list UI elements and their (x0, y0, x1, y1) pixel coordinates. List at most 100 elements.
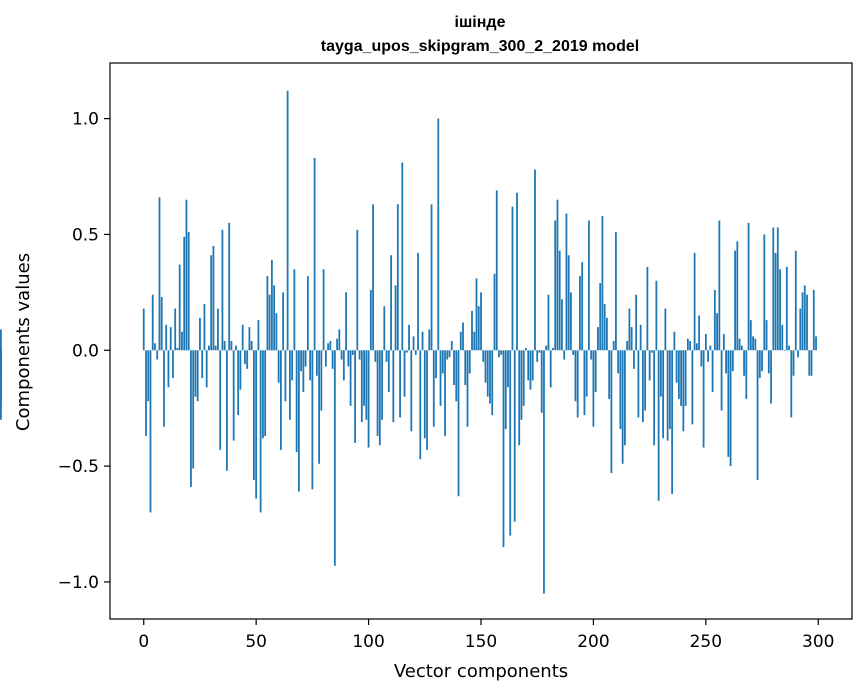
bar (491, 350, 494, 416)
bar (646, 266, 649, 351)
bar (149, 350, 152, 513)
bar (812, 290, 815, 351)
bar (196, 350, 199, 402)
bar (545, 345, 548, 351)
bar (556, 199, 559, 351)
bar (763, 234, 766, 351)
bar (758, 350, 761, 379)
bar (565, 213, 568, 351)
bar (446, 350, 449, 360)
bar (648, 350, 651, 381)
bar (608, 350, 611, 399)
bar (167, 350, 170, 388)
bar (430, 204, 433, 351)
bar (392, 350, 395, 423)
bar (689, 341, 692, 351)
bar (349, 350, 352, 406)
bar (410, 350, 413, 432)
bar (513, 350, 516, 522)
bar (324, 350, 327, 367)
bar (610, 350, 613, 474)
bar (624, 350, 626, 446)
bar (570, 292, 572, 351)
bar (246, 350, 249, 369)
x-axis: 0 50 100 150 200 250 300 (138, 619, 834, 652)
bar (192, 350, 195, 469)
bar (279, 350, 282, 450)
bar (691, 350, 694, 425)
bar (563, 350, 566, 360)
bar (421, 331, 424, 351)
bar (223, 341, 226, 351)
bar (554, 220, 557, 351)
chart-title: ішінде (455, 14, 506, 31)
bar (237, 350, 240, 416)
bar (576, 350, 579, 418)
bar (459, 331, 462, 351)
bar (304, 350, 307, 367)
bar (612, 341, 615, 351)
bar (284, 350, 287, 402)
bar (268, 294, 271, 351)
bar (783, 350, 786, 351)
bar (286, 90, 289, 351)
bar (437, 118, 440, 351)
x-tick-label: 200 (577, 632, 609, 652)
bar (549, 350, 552, 388)
bar (322, 269, 325, 351)
bar (219, 350, 222, 450)
bar (423, 350, 426, 439)
bar (147, 350, 150, 402)
bar (457, 350, 460, 497)
bar (662, 350, 665, 439)
bar (567, 255, 570, 351)
bar (579, 276, 581, 351)
bar (367, 350, 370, 448)
bar (374, 350, 377, 362)
bar (509, 350, 512, 536)
bar (342, 350, 345, 381)
bar (356, 229, 359, 351)
bar (199, 317, 201, 351)
bar (163, 350, 165, 427)
bar (174, 308, 177, 351)
bar (803, 285, 806, 351)
bar (293, 269, 296, 351)
bar (720, 350, 723, 411)
bar (351, 350, 354, 355)
bar (767, 350, 770, 374)
bar (405, 350, 408, 353)
bar (808, 350, 811, 376)
bar (396, 204, 399, 351)
y-axis: −1.0 −0.5 0.0 0.5 1.0 (58, 110, 110, 593)
bar (288, 350, 291, 420)
bar (668, 350, 671, 430)
bar (617, 350, 620, 374)
bar (626, 341, 629, 351)
bar (480, 292, 482, 351)
bar (522, 350, 525, 406)
bar (464, 350, 467, 386)
y-tick-label: 1.0 (72, 110, 99, 130)
bar (794, 250, 797, 351)
bar (486, 350, 489, 397)
bar (666, 350, 669, 441)
x-tick-label: 100 (352, 632, 384, 652)
bar (419, 350, 422, 460)
bar (327, 343, 329, 351)
bar (306, 276, 309, 351)
bar (500, 350, 503, 355)
bar (801, 292, 804, 351)
bar (655, 280, 658, 351)
bar (603, 303, 606, 351)
bar (230, 341, 233, 351)
bar (297, 350, 300, 492)
bar (792, 350, 795, 376)
bar (581, 262, 584, 351)
bar (235, 345, 237, 351)
bar (770, 350, 772, 404)
bar (336, 338, 338, 351)
bar (360, 350, 363, 423)
y-tick-label: 0.0 (72, 341, 99, 361)
